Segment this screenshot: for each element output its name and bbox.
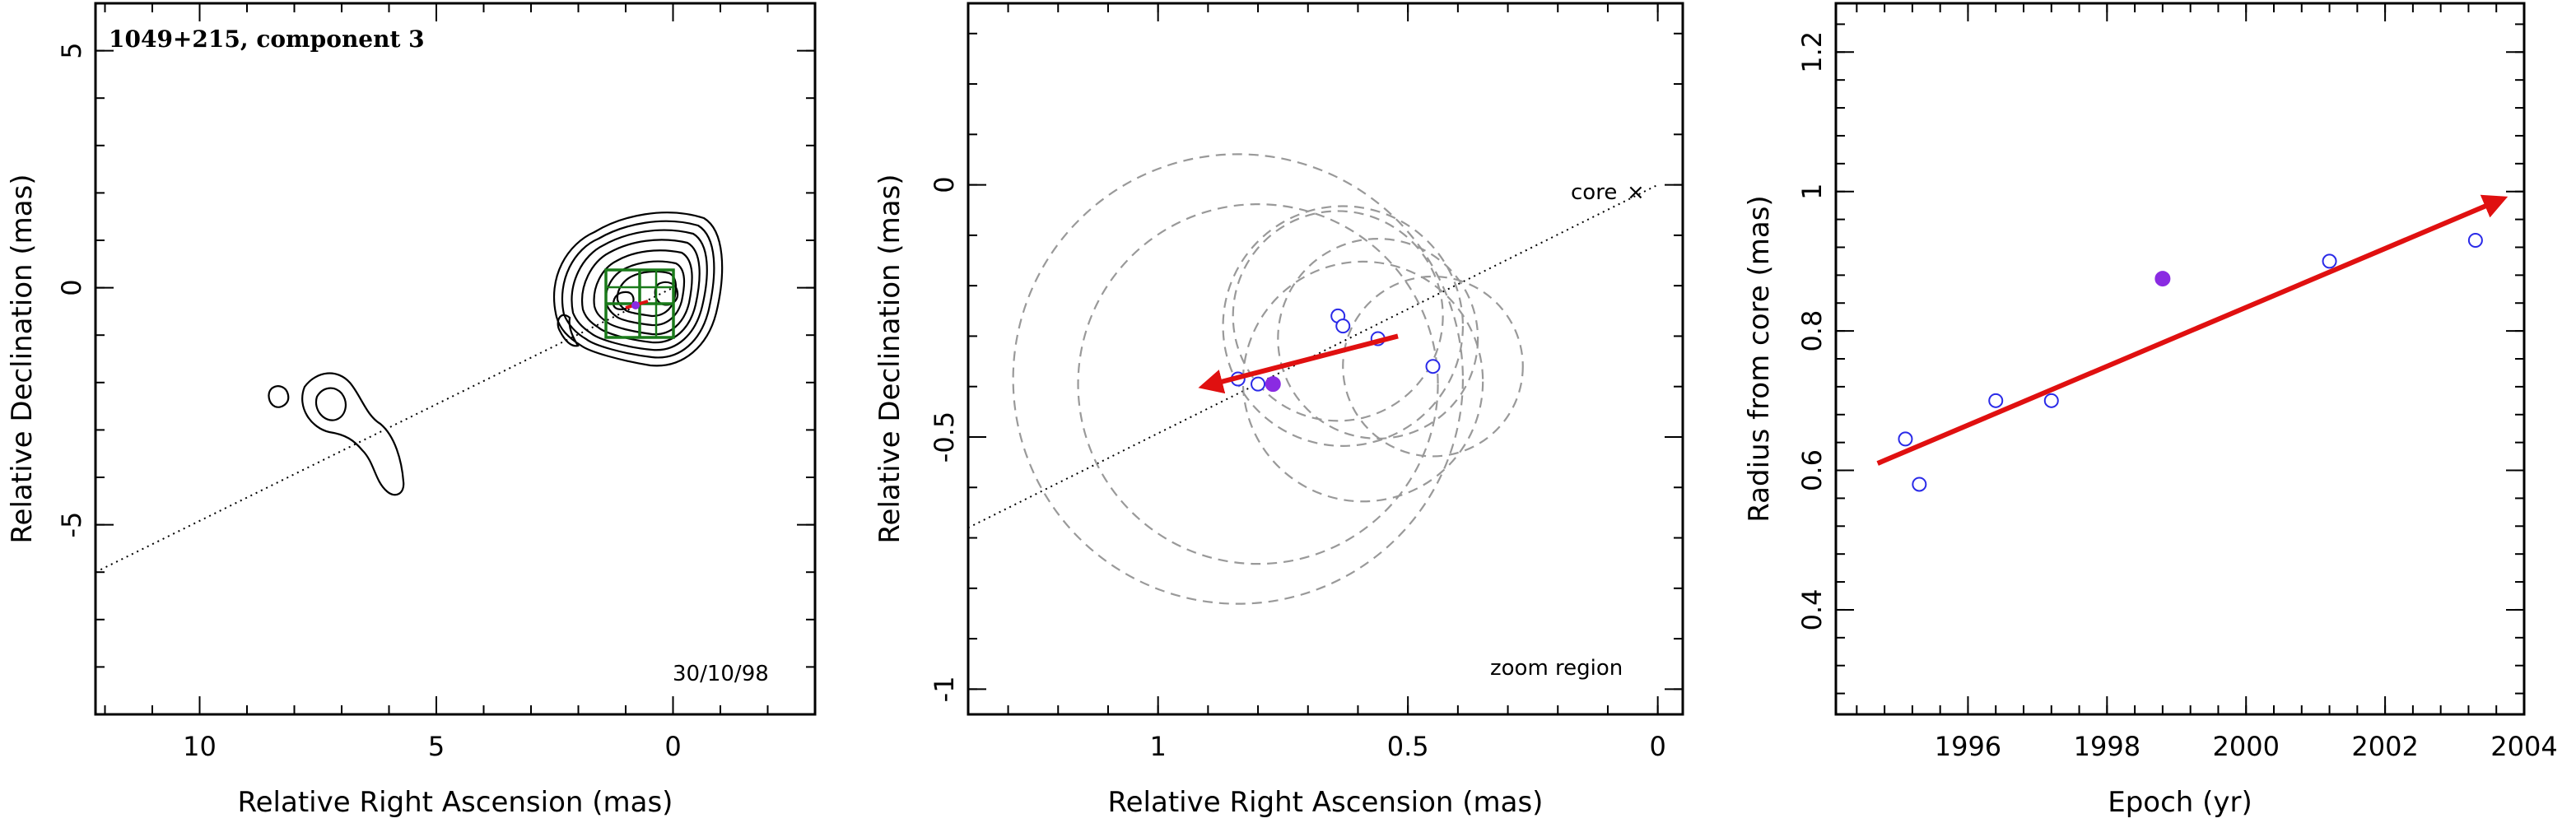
plot-frame	[1834, 2, 2526, 716]
fit-arrow	[1876, 194, 2508, 466]
x-tick-label: 0	[1649, 731, 1665, 762]
x-tick-label: 10	[183, 731, 217, 762]
beam-circle	[1222, 205, 1465, 447]
beam-circle	[1241, 260, 1484, 503]
y-axis-label: Radius from core (mas)	[1743, 195, 1776, 522]
beam-circle	[1232, 210, 1444, 422]
y-tick-label: 5	[56, 42, 87, 58]
contour-line	[552, 212, 724, 367]
epoch-annotation: 30/10/98	[673, 662, 769, 686]
panel-zoom: 1 0.5 0 0 -0.5 -1 core × zoom region Relative…	[873, 2, 1684, 819]
x-axis-label: Epoch (yr)	[2108, 786, 2252, 819]
epoch-point	[1912, 477, 1927, 492]
y-tick-label: 1.2	[1796, 31, 1828, 73]
epoch-point	[1988, 393, 2004, 408]
epoch-point	[1335, 319, 1351, 334]
epoch-point	[2322, 253, 2337, 269]
zoom-region-label: zoom region	[1490, 656, 1623, 681]
contour-line	[571, 229, 708, 351]
beam-circle	[1012, 153, 1465, 605]
beam-circle	[1342, 275, 1524, 458]
y-tick-label: 0	[56, 279, 87, 295]
epoch-point	[2043, 393, 2059, 408]
zoom-region-box	[604, 268, 675, 339]
epoch-point	[2467, 233, 2483, 248]
y-axis-label: Relative Declination (mas)	[6, 174, 39, 543]
x-tick-label: 0	[664, 731, 681, 762]
beam-circle	[1077, 203, 1439, 565]
x-axis-label: Relative Right Ascension (mas)	[238, 786, 673, 819]
y-tick-label: 0.6	[1796, 449, 1828, 491]
panel-radius-epoch: 1996 1998 2000 2002 2004 0.4 0.6 0.8 1 1.2 Epoch …	[1743, 2, 2558, 819]
x-tick-label: 1996	[1935, 731, 2001, 762]
x-tick-label: 2002	[2351, 731, 2418, 762]
epoch-point	[1425, 359, 1441, 374]
core-direction-line	[95, 286, 673, 574]
y-tick-label: -1	[929, 676, 960, 702]
radio-contours	[268, 212, 724, 496]
contour-line	[561, 220, 715, 359]
panel-title: 1049+215, component 3	[109, 26, 425, 53]
panel-sky-map: 10 5 050-5 1049+215, com	[6, 2, 817, 819]
plot-frame	[94, 2, 817, 716]
x-tick-label: 1	[1149, 731, 1166, 762]
epoch-point	[1251, 376, 1266, 392]
y-tick-label: 0.8	[1796, 310, 1828, 352]
contour-line	[612, 291, 635, 310]
y-tick-label: -5	[56, 512, 87, 538]
x-tick-label: 0.5	[1387, 731, 1429, 762]
core-label: core	[1571, 180, 1617, 205]
plot-frame	[967, 2, 1684, 716]
contour-line	[268, 385, 290, 408]
contour-line	[314, 387, 347, 421]
x-axis-label: Relative Right Ascension (mas)	[1108, 786, 1544, 819]
x-tick-label: 1998	[2074, 731, 2140, 762]
y-tick-label: 1	[1796, 184, 1828, 200]
y-axis-label: Relative Declination (mas)	[873, 174, 906, 543]
y-tick-label: -0.5	[929, 412, 960, 463]
contour-line	[557, 314, 580, 347]
y-tick-label: 0.4	[1796, 588, 1828, 630]
x-tick-label: 2000	[2213, 731, 2280, 762]
x-tick-label: 2004	[2490, 731, 2557, 762]
core-direction-line	[967, 184, 1659, 529]
highlight-point	[1265, 376, 1281, 393]
epoch-point	[1898, 431, 1913, 447]
highlight-point	[2154, 271, 2171, 287]
core-marker: ×	[1627, 180, 1645, 205]
component-marker	[631, 301, 640, 309]
y-tick-label: 0	[929, 176, 960, 193]
x-tick-label: 5	[428, 731, 445, 762]
contour-line	[581, 239, 701, 344]
motion-arrow	[1198, 333, 1399, 394]
contour-line	[301, 372, 405, 496]
